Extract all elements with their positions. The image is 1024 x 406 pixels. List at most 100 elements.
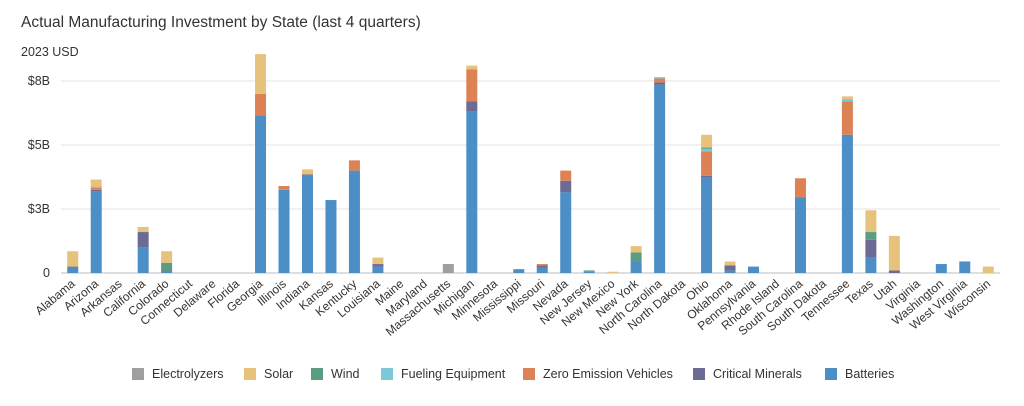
bar-segment-solar	[372, 257, 384, 265]
bar-segment-critical-minerals	[536, 265, 548, 268]
bar-segment-critical-minerals	[372, 264, 384, 267]
bar-segment-solar	[865, 210, 877, 233]
bar-segment-batteries	[372, 266, 384, 273]
bar-segment-batteries	[794, 197, 806, 273]
bar-segment-batteries	[466, 111, 478, 273]
bar-segment-electrolyzers	[442, 264, 454, 273]
bar-segment-zero-emission-vehicles	[536, 264, 548, 266]
bar-segment-batteries	[137, 247, 149, 273]
bar-segment-zero-emission-vehicles	[560, 170, 572, 181]
bar-segment-solar	[255, 54, 267, 94]
bar-segment-batteries	[654, 84, 666, 273]
bar-segment-zero-emission-vehicles	[701, 151, 713, 176]
y-tick-label: 0	[43, 266, 50, 280]
y-tick-label: $3B	[28, 202, 50, 216]
bar-segment-critical-minerals	[67, 266, 79, 268]
bar-segment-solar	[724, 261, 736, 266]
bar-segment-batteries	[701, 177, 713, 273]
legend-item[interactable]: Electrolyzers	[132, 365, 224, 383]
legend-label: Batteries	[845, 367, 895, 381]
bar-segment-zero-emission-vehicles	[466, 69, 478, 102]
bar-segment-wind	[865, 232, 877, 240]
bar-segment-batteries	[865, 257, 877, 273]
bar-segment-solar	[301, 169, 313, 175]
bar-segment-batteries	[255, 115, 267, 273]
bar-segment-zero-emission-vehicles	[255, 93, 267, 116]
bar-segment-fueling-equipment	[654, 77, 666, 79]
bar-segment-batteries	[301, 175, 313, 273]
legend-label: Zero Emission Vehicles	[543, 367, 673, 381]
legend-item[interactable]: Zero Emission Vehicles	[523, 365, 673, 383]
legend-item[interactable]: Fueling Equipment	[381, 365, 505, 383]
chart-title: Actual Manufacturing Investment by State…	[21, 14, 421, 31]
legend-label: Electrolyzers	[152, 367, 224, 381]
legend-swatch	[132, 368, 144, 380]
legend-item[interactable]: Critical Minerals	[693, 365, 802, 383]
chart-subtitle: 2023 USD	[21, 45, 79, 59]
legend-item[interactable]: Wind	[311, 365, 359, 383]
bar-segment-batteries	[841, 134, 853, 273]
legend-swatch	[311, 368, 323, 380]
y-tick-label: $5B	[28, 138, 50, 152]
bar-segment-zero-emission-vehicles	[90, 187, 102, 190]
bar-segment-critical-minerals	[865, 239, 877, 258]
bar-segment-solar	[701, 134, 713, 148]
bar-segment-solar	[841, 96, 853, 99]
bar-segment-solar	[888, 235, 900, 271]
bar-segment-batteries	[748, 266, 760, 273]
bar-segment-batteries	[583, 271, 595, 273]
bar-segment-zero-emission-vehicles	[841, 101, 853, 135]
bar-segment-wind	[701, 147, 713, 149]
bar-segment-batteries	[348, 170, 360, 273]
bar-segment-critical-minerals	[161, 270, 173, 272]
bar-segment-batteries	[325, 200, 337, 273]
bar-segment-solar	[90, 179, 102, 188]
bar-segment-solar	[607, 271, 619, 273]
bar-segment-batteries	[935, 264, 947, 273]
legend-label: Solar	[264, 367, 294, 381]
legend-item[interactable]: Batteries	[825, 365, 894, 383]
bar-segment-batteries	[513, 269, 525, 273]
legend-swatch	[693, 368, 705, 380]
bar-segment-critical-minerals	[301, 174, 313, 176]
bar-segment-critical-minerals	[724, 265, 736, 271]
bar-segment-critical-minerals	[888, 270, 900, 273]
bar-segment-solar	[982, 266, 994, 273]
bar-segment-solar	[137, 226, 149, 233]
bar-segment-batteries	[278, 189, 290, 273]
bar-segment-solar	[466, 65, 478, 70]
bar-segment-critical-minerals	[560, 180, 572, 193]
bar-segment-batteries	[161, 271, 173, 273]
bar-segment-zero-emission-vehicles	[794, 178, 806, 198]
legend-item[interactable]: Solar	[244, 365, 293, 383]
bar-segment-fueling-equipment	[841, 98, 853, 102]
bar-segment-solar	[161, 251, 173, 263]
legend-label: Fueling Equipment	[401, 367, 506, 381]
bar-segment-critical-minerals	[137, 232, 149, 248]
bar-segment-zero-emission-vehicles	[278, 185, 290, 190]
bar-segment-batteries	[536, 267, 548, 273]
bar-segment-critical-minerals	[701, 175, 713, 177]
bar-segment-wind	[583, 270, 595, 272]
bar-segment-critical-minerals	[654, 82, 666, 85]
bar-segment-batteries	[630, 261, 642, 273]
legend-label: Critical Minerals	[713, 367, 802, 381]
bar-segment-batteries	[90, 191, 102, 273]
chart-legend: Electrolyzers Solar Wind Fueling Equipment Z…	[0, 365, 1024, 385]
legend-swatch	[523, 368, 535, 380]
bar-segment-solar	[67, 251, 79, 267]
bar-segment-wind	[161, 262, 173, 271]
legend-swatch	[825, 368, 837, 380]
legend-swatch	[381, 368, 393, 380]
bar-segment-batteries	[67, 267, 79, 273]
bar-segment-fueling-equipment	[701, 148, 713, 152]
bar-segment-critical-minerals	[466, 101, 478, 112]
bar-segment-critical-minerals	[90, 189, 102, 192]
bar-segment-zero-emission-vehicles	[654, 78, 666, 83]
bar-segment-batteries	[560, 192, 572, 273]
y-tick-label: $8B	[28, 74, 50, 88]
bar-segment-batteries	[959, 261, 971, 273]
bar-segment-batteries	[724, 270, 736, 273]
bar-segment-wind	[630, 252, 642, 262]
bar-segment-solar	[630, 246, 642, 253]
